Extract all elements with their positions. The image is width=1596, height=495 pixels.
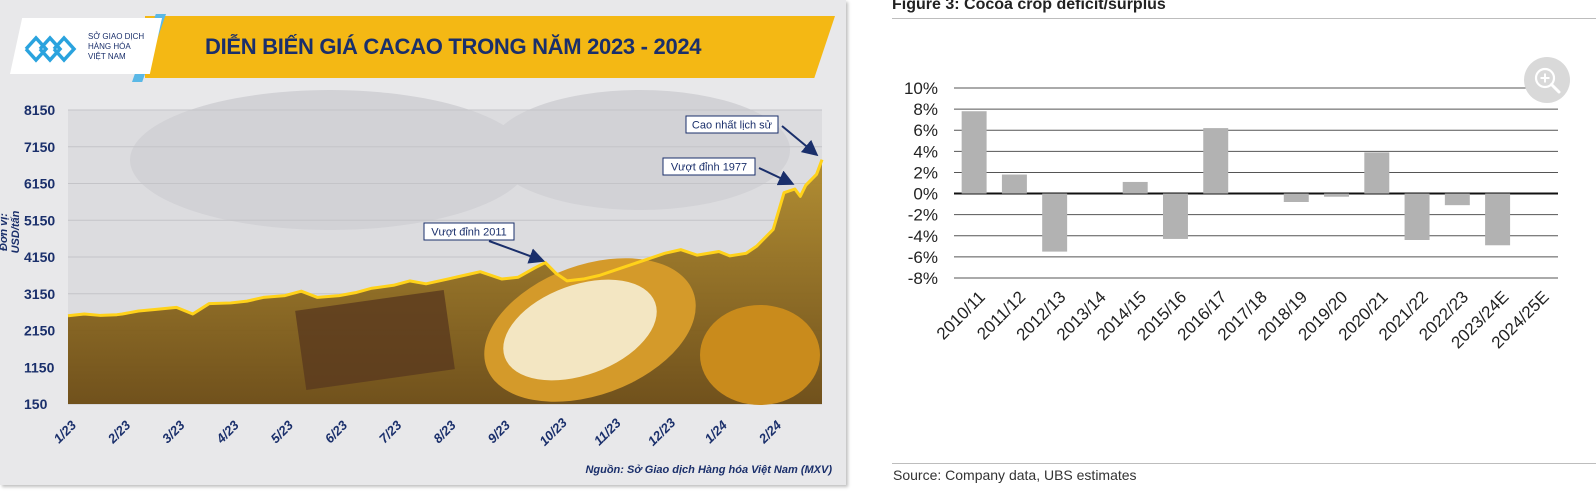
zoom-in-icon [1534, 67, 1561, 94]
x-tick-label: 2/24 [755, 417, 785, 447]
annotation-arrow [758, 167, 795, 186]
y-tick-label: 8150 [24, 102, 55, 118]
bar [1203, 128, 1229, 194]
annotation-arrow [781, 125, 819, 157]
y-tick-label: 7150 [24, 139, 55, 155]
y-tick-label: 4% [913, 142, 938, 161]
zoom-button[interactable] [1524, 57, 1570, 103]
bar [1283, 193, 1309, 202]
y-tick-labels: 10% 8% 6% 4% 2% 0% -2% -4% -6% -8% [904, 79, 938, 288]
x-tick-label: 1/24 [702, 417, 731, 446]
bar [1444, 193, 1470, 206]
x-tick-label: 9/23 [485, 417, 514, 446]
logo-text: SỞ GIAO DỊCH HÀNG HÓA VIỆT NAM [88, 32, 144, 62]
y-tick-label: 3150 [24, 286, 55, 302]
world-map-shape [130, 90, 530, 230]
annotation-box [423, 222, 515, 241]
annotations: Vượt đỉnh 2011 Vượt đỉnh 1977 Cao nhất lịc… [423, 115, 819, 264]
x-tick-label: 1/23 [51, 417, 80, 446]
deficit-bar-chart: 10% 8% 6% 4% 2% 0% -2% -4% -6% -8%2010/112011/122… [904, 79, 1558, 352]
figure-title: Figure 3: Cocoa crop deficit/surplus [892, 0, 1166, 13]
y-axis-label: Đơn vị: USD/tấn [0, 210, 22, 254]
x-tick-label: 4/23 [213, 417, 243, 447]
y-tick-label: 0% [913, 185, 938, 204]
x-tick-label: 3/23 [159, 417, 188, 446]
y-tick-label: 8% [913, 100, 938, 119]
title-banner [145, 16, 835, 78]
annotation-box [662, 157, 756, 176]
x-tick-label: 2/23 [104, 417, 134, 447]
logo-text-line: VIỆT NAM [88, 52, 126, 61]
x-tick-label: 5/23 [268, 417, 297, 446]
logo-text-line: SỞ GIAO DỊCH [88, 32, 145, 41]
y-tick-label: -6% [908, 248, 938, 267]
x-tick-label: 8/23 [430, 417, 459, 446]
bar [1324, 193, 1350, 197]
annotation-label: Vượt đỉnh 2011 [431, 227, 507, 239]
bar [1162, 193, 1188, 239]
bar [1042, 193, 1068, 252]
exchange-logo-icon [24, 35, 77, 63]
price-chart-panel: SỞ GIAO DỊCH HÀNG HÓA VIỆT NAM DIỄN BIẾN… [0, 0, 846, 485]
chocolate-block [295, 289, 455, 391]
annotation-arrow [488, 240, 546, 264]
y-tick-label: 4150 [24, 249, 55, 265]
source-note: Nguồn: Sở Giao dịch Hàng hóa Việt Nam (M… [585, 464, 832, 476]
annotation-label: Cao nhất lịch sử [692, 120, 773, 132]
annotation-box [685, 115, 779, 134]
y-tick-label: 1150 [24, 359, 55, 375]
y-tick-label: 10% [904, 79, 938, 98]
x-tick-label: 12/23 [645, 414, 679, 448]
bar [1404, 193, 1430, 240]
price-line [67, 159, 824, 318]
logo-text-line: HÀNG HÓA [88, 42, 131, 51]
y-tick-label: -8% [908, 269, 938, 288]
y-tick-label: 6% [913, 121, 938, 140]
y-tick-label: -2% [908, 206, 938, 225]
x-tick-labels: 1/23 2/23 3/23 4/23 5/23 6/23 7/23 8/23 9/23 10/2… [51, 414, 785, 448]
source-note: Source: Company data, UBS estimates [893, 467, 1137, 483]
chart-title: DIỄN BIẾN GIÁ CACAO TRONG NĂM 2023 - 202… [205, 34, 702, 59]
x-tick-label: 11/23 [591, 415, 624, 448]
y-tick-label: 150 [24, 396, 48, 412]
bar [1122, 181, 1148, 194]
x-tick-labels: 2010/112011/122012/132013/142014/152015/… [933, 287, 1553, 352]
y-tick-label: 6150 [24, 176, 55, 192]
y-tick-label: 2% [913, 163, 938, 182]
x-tick-label: 7/23 [376, 417, 405, 446]
logo-card [10, 18, 162, 74]
bar [961, 111, 987, 194]
price-area-chart: 150 1150 2150 3150 4150 5150 6150 7150 8150 1/23 2… [24, 90, 824, 449]
y-tick-label: -4% [908, 227, 938, 246]
x-tick-label: 10/23 [536, 414, 570, 448]
bar [1485, 193, 1511, 246]
y-tick-label: 2150 [24, 323, 55, 339]
bar [1001, 174, 1027, 194]
y-tick-label: 5150 [24, 212, 55, 228]
world-map-shape [490, 90, 790, 210]
cacao-beans [503, 279, 657, 381]
title-divider [892, 18, 1596, 19]
bar [1364, 152, 1390, 194]
bars [961, 111, 1551, 252]
cacao-pod [700, 305, 820, 405]
annotation-label: Vượt đỉnh 1977 [671, 162, 747, 174]
x-tick-label: 6/23 [322, 417, 351, 446]
cacao-illustration [295, 258, 820, 405]
source-divider [892, 463, 1596, 464]
y-tick-labels: 150 1150 2150 3150 4150 5150 6150 7150 8150 [24, 102, 55, 412]
